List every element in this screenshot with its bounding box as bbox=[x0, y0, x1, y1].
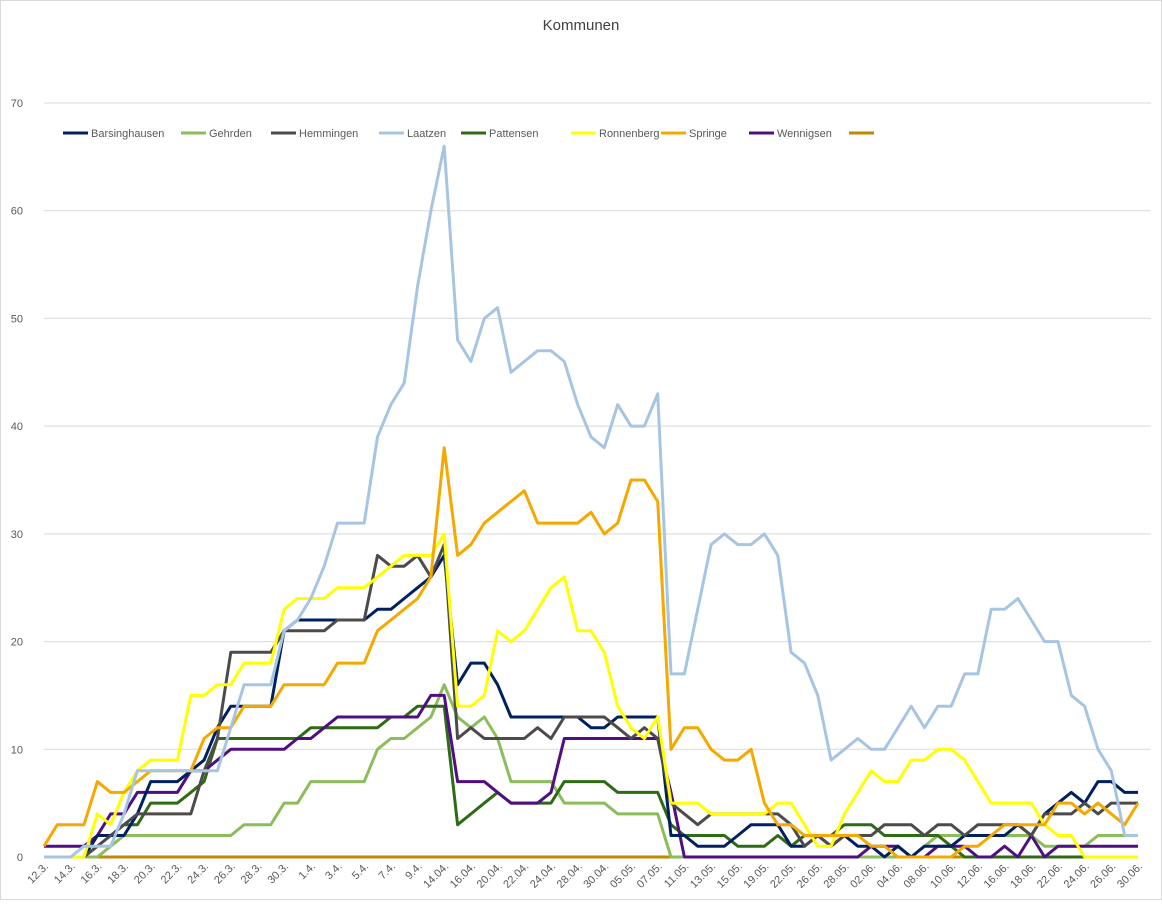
y-axis-ticks: 0 10 20 30 40 50 60 70 bbox=[11, 98, 23, 864]
legend-label: Wennigsen bbox=[777, 128, 832, 140]
series-lines bbox=[42, 144, 1140, 859]
x-tick-label: 28.04. bbox=[555, 861, 585, 891]
x-tick-label: 12.3. bbox=[25, 861, 51, 887]
x-tick-label: 26.3. bbox=[212, 861, 238, 887]
legend-item: Pattensen bbox=[461, 128, 539, 140]
x-tick-label: 18.3. bbox=[105, 861, 131, 887]
x-tick-label: 30.3. bbox=[265, 861, 291, 887]
y-tick-label: 70 bbox=[11, 98, 23, 110]
x-tick-label: 20.04. bbox=[475, 861, 505, 891]
x-tick-label: 16.3. bbox=[79, 861, 105, 887]
legend-label: Barsinghausen bbox=[91, 128, 164, 140]
legend-label: Gehrden bbox=[209, 128, 252, 140]
legend-label: Pattensen bbox=[489, 128, 539, 140]
x-tick-label: 14.3. bbox=[52, 861, 78, 887]
x-tick-label: 30.06. bbox=[1115, 861, 1145, 891]
x-tick-label: 24.06. bbox=[1062, 861, 1092, 891]
series-line-barsinghausen bbox=[44, 553, 1138, 859]
x-tick-label: 19.05. bbox=[741, 861, 771, 891]
legend-item: Ronnenberg bbox=[571, 128, 660, 140]
x-tick-label: 5.4. bbox=[350, 861, 371, 882]
legend-label: Springe bbox=[689, 128, 727, 140]
y-tick-label: 50 bbox=[11, 313, 23, 325]
legend-item: Laatzen bbox=[379, 128, 446, 140]
x-axis-ticks: 12.3. 14.3. 16.3. 18.3. 20.3. 22.3. 24.3. 26.3.… bbox=[25, 861, 1145, 891]
series-line-wennigsen bbox=[44, 693, 1138, 859]
chart-title: Kommunen bbox=[543, 17, 620, 34]
series-line-gehrden bbox=[44, 683, 1138, 859]
y-tick-label: 20 bbox=[11, 637, 23, 649]
x-tick-label: 24.04. bbox=[528, 861, 558, 891]
legend-item: Hemmingen bbox=[271, 128, 358, 140]
legend-item: Wennigsen bbox=[749, 128, 832, 140]
x-tick-label: 20.3. bbox=[132, 861, 158, 887]
x-tick-label: 10.06. bbox=[928, 861, 958, 891]
gridlines bbox=[44, 102, 1151, 750]
x-tick-label: 12.06. bbox=[955, 861, 985, 891]
legend-item: Gehrden bbox=[181, 128, 252, 140]
x-tick-label: 22.05. bbox=[768, 861, 798, 891]
x-tick-label: 16.04. bbox=[448, 861, 478, 891]
legend-label: Ronnenberg bbox=[599, 128, 660, 140]
series-line-springe bbox=[42, 446, 1140, 859]
legend-label: Hemmingen bbox=[299, 128, 358, 140]
x-tick-label: 15.05. bbox=[715, 861, 745, 891]
x-tick-label: 26.05. bbox=[795, 861, 825, 891]
x-tick-label: 22.04. bbox=[501, 861, 531, 891]
x-tick-label: 13.05. bbox=[688, 861, 718, 891]
x-tick-label: 28.05. bbox=[821, 861, 851, 891]
y-tick-label: 30 bbox=[11, 529, 23, 541]
x-tick-label: 22.06. bbox=[1035, 861, 1065, 891]
legend-item: Springe bbox=[661, 128, 727, 140]
x-tick-label: 05.05. bbox=[608, 861, 638, 891]
y-tick-label: 60 bbox=[11, 206, 23, 218]
x-tick-label: 26.06. bbox=[1088, 861, 1118, 891]
legend-item: Barsinghausen bbox=[63, 128, 164, 140]
x-tick-label: 02.06. bbox=[848, 861, 878, 891]
y-tick-label: 40 bbox=[11, 421, 23, 433]
x-tick-label: 16.06. bbox=[982, 861, 1012, 891]
series-line-laatzen bbox=[44, 144, 1138, 859]
x-tick-label: 9.4. bbox=[403, 861, 424, 882]
x-tick-label: 22.3. bbox=[159, 861, 185, 887]
x-tick-label: 7.4. bbox=[377, 861, 398, 882]
x-tick-label: 24.3. bbox=[185, 861, 211, 887]
x-tick-label: 11.05. bbox=[662, 861, 692, 891]
legend-label: Laatzen bbox=[407, 128, 446, 140]
series-line-hemmingen bbox=[44, 543, 1138, 859]
x-tick-label: 07.05. bbox=[635, 861, 665, 891]
x-tick-label: 04.06. bbox=[875, 861, 905, 891]
x-tick-label: 3.4. bbox=[323, 861, 344, 882]
x-tick-label: 08.06. bbox=[902, 861, 932, 891]
x-tick-label: 14.04. bbox=[421, 861, 451, 891]
x-tick-label: 30.04. bbox=[581, 861, 611, 891]
legend: Barsinghausen Gehrden Hemmingen Laatzen Patt… bbox=[63, 128, 874, 140]
x-tick-label: 18.06. bbox=[1008, 861, 1038, 891]
x-tick-label: 1.4. bbox=[296, 861, 317, 882]
x-tick-label: 28.3. bbox=[239, 861, 265, 887]
y-tick-label: 0 bbox=[17, 852, 23, 864]
series-line-ronnenberg bbox=[44, 532, 1138, 859]
y-tick-label: 10 bbox=[11, 744, 23, 756]
